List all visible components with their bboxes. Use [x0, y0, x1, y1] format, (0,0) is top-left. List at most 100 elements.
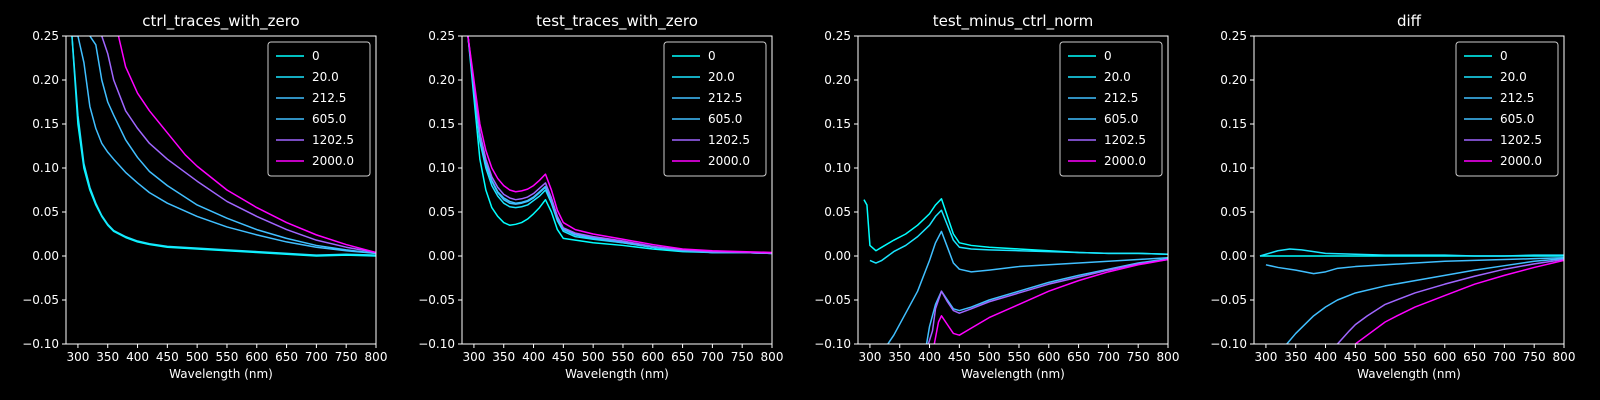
series-line-4 [927, 258, 1168, 344]
legend-label: 2000.0 [1104, 154, 1146, 168]
series-group [71, 36, 376, 257]
legend-label: 605.0 [708, 112, 742, 126]
series-line-1 [1259, 248, 1564, 257]
legend-label: 1202.5 [1500, 133, 1542, 147]
y-tick-label: 0.25 [428, 29, 455, 43]
y-tick-label: −0.10 [814, 337, 851, 351]
series-line-3 [89, 36, 376, 255]
series-line-4 [101, 36, 376, 254]
y-tick-label: −0.05 [418, 293, 455, 307]
series-line-5 [467, 36, 772, 254]
legend-label: 212.5 [1104, 91, 1138, 105]
legend-label: 0 [1500, 49, 1508, 63]
series-line-3 [467, 36, 772, 255]
axes-frame [65, 35, 377, 345]
x-tick-label: 450 [552, 350, 575, 364]
y-tick-label: 0.25 [1220, 29, 1247, 43]
legend-label: 1202.5 [1104, 133, 1146, 147]
chart-title: test_traces_with_zero [536, 12, 698, 31]
series-group [1259, 248, 1564, 344]
series-line-3 [925, 257, 1168, 344]
y-tick-label: 0.15 [824, 117, 851, 131]
x-tick-label: 750 [1127, 350, 1150, 364]
chart-title: diff [1397, 12, 1422, 30]
x-tick-label: 750 [335, 350, 358, 364]
chart-panel-0: 300 350 400 450 500 550 600 650 700 750 800 −0.10 −0… [22, 12, 387, 381]
y-tick-label: −0.10 [418, 337, 455, 351]
x-tick-label: 650 [275, 350, 298, 364]
y-tick-label: −0.10 [22, 337, 59, 351]
x-axis-label: Wavelength (nm) [169, 367, 273, 381]
series-line-4 [467, 36, 772, 255]
legend-label: 20.0 [708, 70, 735, 84]
y-tick-label: 0.20 [824, 73, 851, 87]
legend-box [1455, 41, 1559, 177]
series-line-4 [1336, 258, 1564, 344]
y-tick-label: 0.00 [32, 249, 59, 263]
x-tick-label: 550 [216, 350, 239, 364]
series-line-5 [1354, 259, 1564, 344]
legend-label: 605.0 [1500, 112, 1534, 126]
x-tick-label: 450 [948, 350, 971, 364]
series-line-1 [869, 209, 1168, 264]
y-tick-label: 0.05 [32, 205, 59, 219]
y-tick-label: 0.00 [1220, 249, 1247, 263]
legend-label: 20.0 [1104, 70, 1131, 84]
x-tick-label: 500 [582, 350, 605, 364]
y-tick-label: 0.05 [1220, 205, 1247, 219]
legend: 0 20.0 212.5 605.0 1202.5 2000.0 [663, 41, 767, 177]
legend-label: 1202.5 [708, 133, 750, 147]
legend-label: 0 [312, 49, 320, 63]
series-line-3 [1286, 257, 1564, 344]
x-tick-label: 300 [66, 350, 89, 364]
x-axis-label: Wavelength (nm) [961, 367, 1065, 381]
x-tick-label: 400 [1314, 350, 1337, 364]
series-line-2 [71, 36, 376, 255]
series-line-1 [71, 36, 376, 256]
x-tick-label: 550 [1008, 350, 1031, 364]
y-tick-label: 0.15 [1220, 117, 1247, 131]
x-axis-label: Wavelength (nm) [1357, 367, 1461, 381]
x-tick-label: 600 [641, 350, 664, 364]
x-tick-label: 650 [1463, 350, 1486, 364]
x-tick-label: 550 [612, 350, 635, 364]
x-tick-label: 450 [156, 350, 179, 364]
x-tick-label: 450 [1344, 350, 1367, 364]
y-tick-label: 0.10 [32, 161, 59, 175]
x-tick-label: 350 [96, 350, 119, 364]
x-tick-label: 300 [858, 350, 881, 364]
axes-frame [1253, 35, 1565, 345]
legend-label: 20.0 [312, 70, 339, 84]
axes-frame [461, 35, 773, 345]
x-tick-label: 500 [186, 350, 209, 364]
y-tick-label: 0.10 [428, 161, 455, 175]
y-tick-label: −0.10 [1210, 337, 1247, 351]
legend-box [1059, 41, 1163, 177]
x-tick-label: 350 [492, 350, 515, 364]
x-tick-label: 650 [1067, 350, 1090, 364]
legend-label: 212.5 [708, 91, 742, 105]
y-tick-label: 0.00 [428, 249, 455, 263]
legend-label: 2000.0 [708, 154, 750, 168]
chart-panel-3: 300 350 400 450 500 550 600 650 700 750 800 −0.10 −0… [1210, 12, 1575, 381]
chart-panel-2: 300 350 400 450 500 550 600 650 700 750 800 −0.10 −0… [814, 12, 1179, 381]
x-tick-label: 700 [1097, 350, 1120, 364]
x-tick-label: 500 [1374, 350, 1397, 364]
x-tick-label: 650 [671, 350, 694, 364]
series-line-5 [117, 36, 376, 254]
y-tick-label: −0.05 [22, 293, 59, 307]
x-tick-label: 550 [1404, 350, 1427, 364]
legend-label: 605.0 [1104, 112, 1138, 126]
series-group [863, 198, 1168, 344]
x-tick-label: 700 [701, 350, 724, 364]
y-tick-label: 0.20 [32, 73, 59, 87]
x-tick-label: 400 [522, 350, 545, 364]
y-tick-label: 0.05 [428, 205, 455, 219]
y-tick-label: 0.00 [824, 249, 851, 263]
legend-label: 2000.0 [1500, 154, 1542, 168]
x-tick-label: 750 [1523, 350, 1546, 364]
legend-box [663, 41, 767, 177]
legend: 0 20.0 212.5 605.0 1202.5 2000.0 [1059, 41, 1163, 177]
x-tick-label: 700 [305, 350, 328, 364]
